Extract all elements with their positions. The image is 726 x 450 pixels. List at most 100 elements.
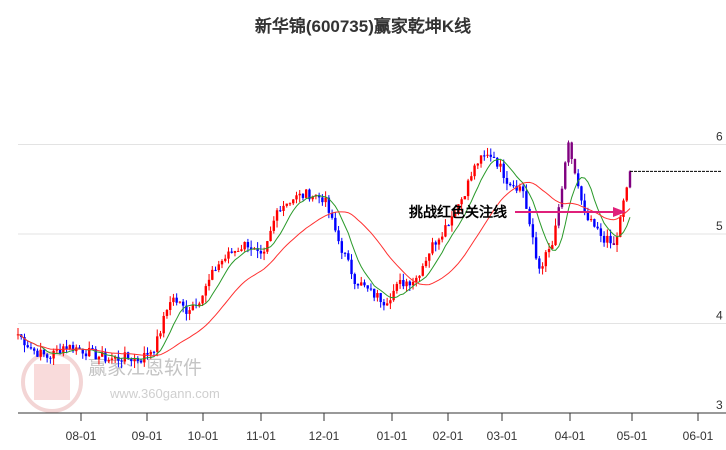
candle-body	[418, 275, 421, 278]
candle-body	[408, 281, 412, 286]
candle-body	[486, 154, 489, 156]
candle-body	[282, 205, 285, 211]
candle-body	[178, 301, 182, 303]
candle-body	[181, 301, 185, 306]
candle-body	[143, 352, 146, 363]
candle-body	[596, 226, 599, 229]
candle-body	[385, 303, 389, 306]
y-tick-label: 6	[716, 130, 723, 144]
arrow-head-icon	[613, 207, 626, 217]
candle-body	[479, 155, 483, 164]
candle-body	[136, 358, 140, 361]
candle-body	[32, 348, 36, 351]
candle-body	[589, 219, 593, 221]
candle-body	[133, 358, 136, 362]
candle-body	[107, 359, 110, 362]
candle-body	[42, 349, 46, 355]
candle-body	[246, 241, 250, 248]
ma-long-line	[17, 181, 631, 357]
candle-body	[470, 176, 473, 181]
candle-body	[139, 360, 143, 363]
candle-body	[321, 197, 324, 203]
candle-body	[81, 348, 84, 354]
candle-body	[71, 345, 75, 352]
candle-body	[350, 259, 353, 275]
candle-body	[508, 183, 512, 186]
candle-body	[168, 302, 172, 310]
candle-body	[211, 269, 214, 280]
x-tick-label: 11-01	[246, 429, 276, 443]
candle-body	[502, 163, 505, 178]
candle-body	[609, 235, 612, 244]
x-tick-label: 06-01	[683, 429, 714, 443]
candle-body	[214, 269, 217, 271]
candle-body	[259, 250, 263, 254]
candle-body	[301, 193, 305, 198]
candle-body	[570, 142, 573, 160]
candle-body	[330, 212, 334, 218]
candle-body	[146, 352, 149, 355]
candle-body	[227, 251, 230, 259]
candle-body	[172, 297, 175, 303]
candle-body	[356, 284, 360, 286]
candle-body	[207, 279, 211, 287]
candle-body	[434, 242, 437, 245]
candle-body	[311, 196, 314, 200]
candle-body	[473, 165, 476, 177]
candle-body	[295, 195, 298, 200]
candle-body	[619, 216, 622, 237]
candle-body	[580, 186, 583, 201]
candle-body	[483, 155, 486, 157]
candle-body	[191, 304, 195, 311]
candle-body	[29, 347, 33, 349]
candle-body	[528, 208, 531, 225]
candle-body	[304, 189, 308, 198]
candle-body	[444, 225, 447, 237]
candle-body	[460, 199, 463, 205]
candle-body	[36, 350, 39, 357]
candle-body	[521, 186, 525, 192]
candle-body	[544, 252, 548, 267]
y-tick-label: 4	[716, 309, 723, 323]
candle-body	[123, 352, 127, 362]
candle-body	[343, 252, 347, 254]
candle-body	[49, 357, 52, 359]
candle-body	[505, 177, 509, 184]
candle-body	[392, 290, 395, 301]
candle-body	[256, 248, 259, 251]
candle-body	[279, 210, 282, 212]
candle-body	[340, 241, 344, 253]
y-tick-label: 5	[716, 219, 723, 233]
candle-body	[457, 204, 460, 214]
candle-body	[531, 224, 535, 238]
candle-body	[593, 219, 596, 227]
candle-body	[288, 203, 292, 205]
candle-body	[376, 293, 379, 298]
watermark-url: www.360gann.com	[110, 386, 220, 401]
candle-body	[466, 180, 470, 197]
candle-body	[560, 188, 564, 208]
annotation-text: 挑战红色关注线	[409, 204, 507, 220]
candle-body	[402, 280, 405, 287]
candle-body	[130, 358, 133, 362]
candle-body	[453, 213, 457, 217]
candle-body	[275, 210, 279, 221]
candle-body	[379, 293, 382, 303]
x-tick-label: 04-01	[555, 429, 586, 443]
candle-body	[78, 347, 81, 349]
candle-body	[395, 283, 399, 291]
watermark-brand: 赢家江恩软件	[88, 358, 203, 379]
candle-body	[68, 345, 72, 350]
candle-body	[113, 356, 117, 359]
candle-body	[236, 250, 240, 252]
candle-body	[525, 191, 528, 209]
x-tick-label: 08-01	[66, 429, 97, 443]
candle-body	[405, 281, 408, 287]
candle-body	[152, 351, 156, 353]
candle-body	[440, 236, 444, 240]
ma-short-line	[17, 158, 631, 360]
candle-body	[447, 225, 450, 227]
candle-body	[499, 163, 502, 167]
x-tick-label: 12-01	[309, 429, 340, 443]
candle-body	[165, 309, 169, 316]
